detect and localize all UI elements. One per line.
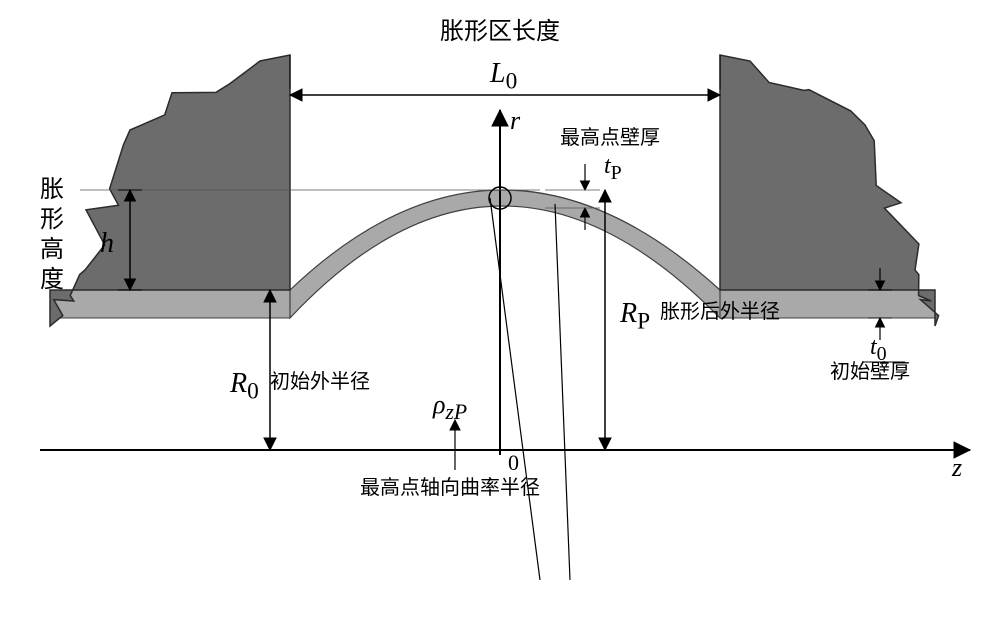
label-vert-4: 度 (40, 268, 64, 292)
label-RP: RP (620, 300, 650, 334)
label-vert-3: 高 (40, 238, 64, 262)
label-R0-title: 初始外半径 (270, 372, 370, 392)
label-R0: R0 (230, 370, 259, 404)
label-r-axis: r (510, 108, 520, 134)
label-tP: tP (604, 154, 622, 183)
label-origin: 0 (508, 452, 519, 474)
diagram-svg (0, 0, 1000, 628)
label-t0: t0 (870, 335, 887, 364)
label-RP-title: 胀形后外半径 (660, 302, 780, 322)
label-z-axis: z (952, 455, 962, 481)
label-rho-title: 最高点轴向曲率半径 (360, 478, 540, 498)
label-h: h (100, 230, 114, 258)
label-vert-2: 形 (40, 208, 64, 232)
label-peak-wall-title: 最高点壁厚 (560, 128, 660, 148)
label-vert-1: 胀 (40, 178, 64, 202)
label-rho: ρzP (433, 392, 467, 424)
label-t0-title: 初始壁厚 (830, 362, 910, 382)
diagram-stage: 胀形区长度 L0 r z 0 最高点壁厚 tP RP 胀形后外半径 R0 初始外半径 t0初始壁厚 ρz… (0, 0, 1000, 628)
label-bulge-length-title: 胀形区长度 (440, 20, 560, 44)
label-L0: L0 (490, 60, 517, 94)
